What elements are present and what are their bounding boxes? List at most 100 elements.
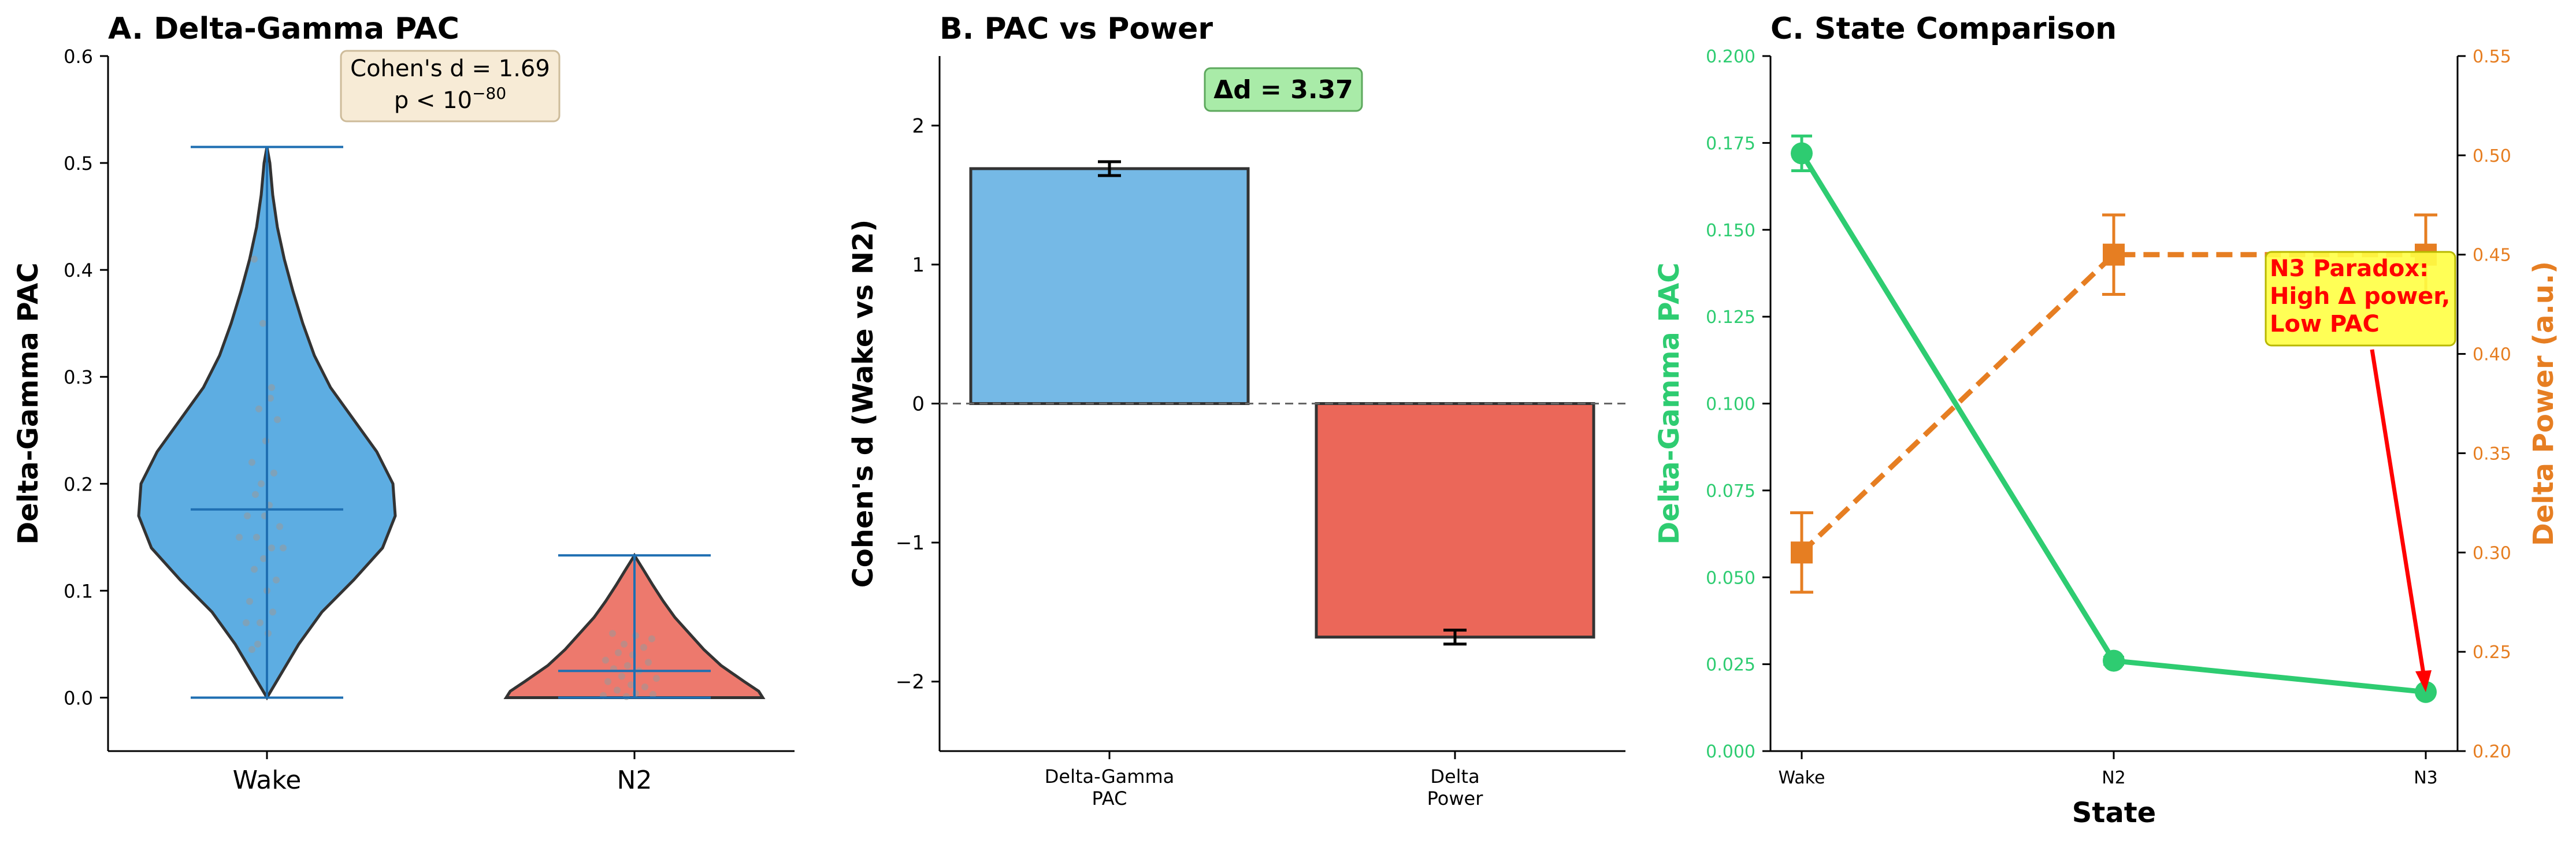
data-point (236, 533, 243, 541)
paradox-annotation: N3 Paradox:High Δ power,Low PAC (2265, 251, 2456, 692)
data-point (641, 683, 648, 690)
data-point (268, 384, 275, 391)
annotation-line: N3 Paradox: (2270, 255, 2429, 282)
data-point (253, 533, 260, 541)
data-point (248, 459, 255, 466)
data-point (260, 555, 267, 562)
panel-c: 0.000 0.025 0.050 0.075 0.100 0.125 0.150 0.175… (1653, 12, 2560, 829)
y-tick-label: 2 (912, 114, 925, 138)
bar (969, 167, 1250, 405)
data-point (255, 405, 262, 413)
data-point (251, 255, 258, 263)
left-y-tick-label: 0.000 (1706, 742, 1755, 762)
left-y-tick-label: 0.025 (1706, 655, 1755, 675)
data-point (653, 675, 660, 682)
data-point (621, 640, 628, 648)
right-y-tick-label: 0.55 (2473, 47, 2511, 67)
left-y-axis-label: Delta-Gamma PAC (1653, 262, 1686, 544)
data-point (246, 597, 253, 605)
data-point (268, 544, 275, 552)
data-point (248, 646, 255, 653)
y-axis-label: Delta-Gamma PAC (12, 262, 44, 544)
data-point (645, 659, 652, 666)
left-y-tick-label: 0.100 (1706, 395, 1755, 415)
annotation-box (340, 50, 561, 122)
x-tick-label: Delta-Gamma (1045, 766, 1174, 787)
y-axis-label: Cohen's d (Wake vs N2) (847, 220, 879, 588)
y-tick-label: 0 (912, 393, 925, 416)
data-point (614, 686, 621, 694)
data-point (243, 619, 250, 626)
x-tick-label: N2 (2102, 768, 2126, 788)
left-y-tick-label: 0.050 (1706, 568, 1755, 588)
annotation-line1: Cohen's d = 1.69 (350, 55, 550, 82)
data-point (244, 512, 251, 519)
x-axis-label: State (2072, 797, 2156, 829)
data-point (624, 662, 631, 669)
data-point (276, 523, 283, 530)
data-point (649, 690, 656, 698)
data-point (648, 635, 655, 642)
y-tick-label: −2 (896, 671, 925, 694)
panel-a: 0.0 0.1 0.2 0.3 0.4 0.5 0.6 Wake N2 A. Delta-Gamm… (12, 12, 795, 795)
x-tick-label: Delta (1430, 766, 1479, 787)
right-y-tick-label: 0.35 (2473, 444, 2511, 464)
y-tick-label: −1 (896, 532, 925, 555)
left-y-tick-label: 0.125 (1706, 307, 1755, 328)
left-y-tick-label: 0.200 (1706, 47, 1755, 67)
left-y-tick-label: 0.075 (1706, 481, 1755, 501)
right-y-axis-label: Delta Power (a.u.) (2527, 261, 2560, 546)
data-point (609, 630, 616, 637)
right-y-tick-label: 0.30 (2473, 543, 2511, 563)
y-tick-label: 0.0 (64, 687, 93, 709)
data-point (615, 649, 622, 656)
y-tick-label: 0.5 (64, 153, 93, 174)
x-tick-label: Power (1427, 787, 1484, 809)
data-point (257, 619, 263, 626)
right-y-tick-label: 0.45 (2473, 246, 2511, 266)
data-point (628, 681, 634, 689)
x-tick-label: PAC (1092, 787, 1127, 809)
y-tick-label: 0.1 (64, 580, 93, 602)
left-y-tick-label: 0.175 (1706, 133, 1755, 154)
data-point (273, 576, 280, 584)
data-point (258, 480, 265, 488)
data-point (259, 320, 266, 327)
data-point (602, 656, 609, 664)
annotation-box (1204, 67, 1363, 112)
data-point (269, 608, 276, 616)
annotation-line: Low PAC (2270, 311, 2380, 337)
chart-title: A. Delta-Gamma PAC (108, 12, 459, 46)
y-tick-label: 1 (912, 254, 925, 277)
left-y-tick-label: 0.150 (1706, 221, 1755, 241)
chart-title: B. PAC vs Power (940, 12, 1213, 46)
data-point (251, 566, 258, 573)
annotation-line: High Δ power, (2270, 283, 2450, 310)
x-tick-label: Wake (1779, 768, 1825, 788)
y-tick-label: 0.6 (64, 46, 93, 68)
x-tick-label: N3 (2414, 768, 2438, 788)
annotation-exponent: −80 (472, 84, 506, 103)
right-y-tick-label: 0.20 (2473, 742, 2511, 762)
chart-title: C. State Comparison (1770, 12, 2117, 46)
delta-annotation: Δd = 3.37 (1204, 67, 1363, 112)
data-point (618, 673, 625, 680)
data-point (640, 644, 647, 651)
data-point (252, 491, 259, 498)
data-point (270, 469, 277, 477)
right-y-tick-label: 0.50 (2473, 146, 2511, 166)
annotation-text: Δd = 3.37 (1213, 75, 1353, 105)
y-tick-label: 0.3 (64, 366, 93, 388)
data-point (280, 544, 287, 552)
data-point (254, 640, 261, 648)
power-point (1791, 541, 1813, 564)
bar (1315, 402, 1595, 639)
annotation-arrow (2370, 349, 2426, 678)
panel-b: −2 −1 0 1 2 B. PAC vs Power Cohen's d (Wake vs… (847, 12, 1625, 809)
right-y-tick-label: 0.40 (2473, 345, 2511, 365)
x-tick-label: Wake (233, 766, 302, 795)
power-point (2103, 243, 2125, 266)
annotation-arrowhead (2415, 670, 2432, 692)
x-tick-label: N2 (617, 766, 652, 795)
